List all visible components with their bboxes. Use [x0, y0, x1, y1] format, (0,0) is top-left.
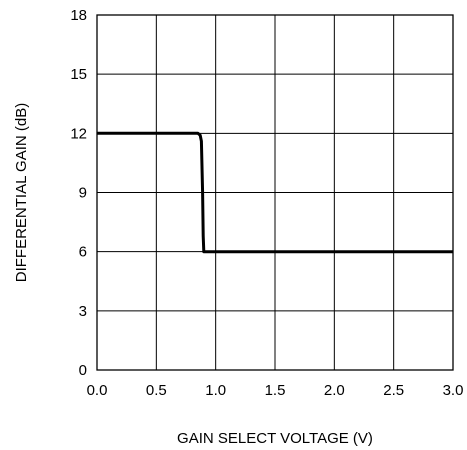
y-tick-label: 3: [79, 303, 87, 320]
x-tick-label: 3.0: [443, 382, 464, 399]
x-tick-label: 1.5: [265, 382, 286, 399]
x-tick-label: 2.0: [324, 382, 345, 399]
plot-frame: [96, 14, 454, 371]
y-tick-label: 12: [70, 125, 87, 142]
y-axis-label: DIFFERENTIAL GAIN (dB): [13, 103, 30, 282]
x-axis-ticks: 0.0 0.5 1.0 1.5 2.0 2.5 3.0: [87, 382, 464, 399]
series-group: [97, 131, 453, 254]
y-tick-label: 15: [70, 66, 87, 83]
x-axis-label: GAIN SELECT VOLTAGE (V): [177, 430, 373, 447]
y-tick-label: 9: [79, 185, 87, 202]
x-tick-label: 0.0: [87, 382, 108, 399]
y-axis-ticks: 0 3 6 9 12 15 18: [70, 7, 87, 379]
y-tick-label: 6: [79, 244, 87, 261]
x-tick-label: 2.5: [383, 382, 404, 399]
x-tick-label: 1.0: [205, 382, 226, 399]
x-tick-label: 0.5: [146, 382, 167, 399]
y-tick-label: 18: [70, 7, 87, 24]
series-line: [97, 131, 453, 254]
y-tick-label: 0: [79, 362, 87, 379]
